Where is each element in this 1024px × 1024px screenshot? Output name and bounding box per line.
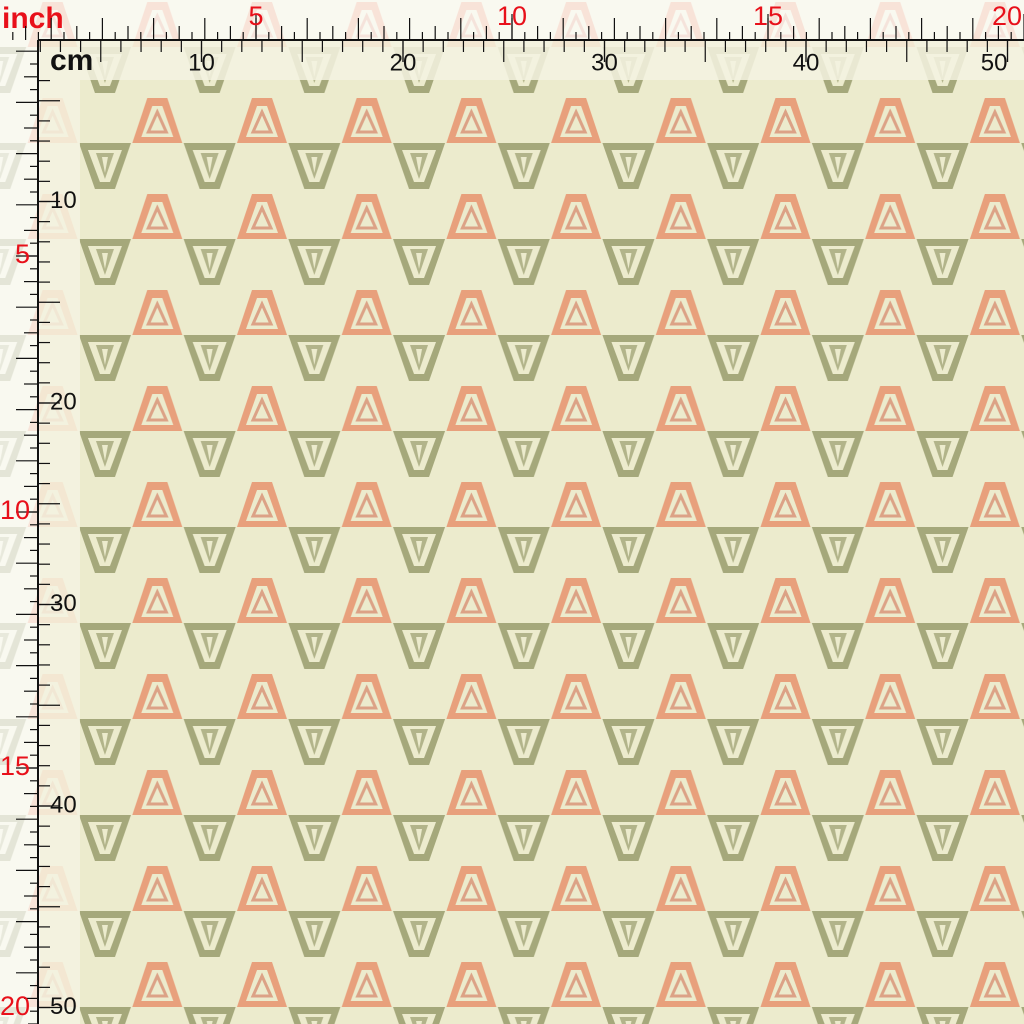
cm-label: 40 [793,49,820,76]
inch-label: 20 [992,1,1022,31]
cm-label: 20 [50,388,77,415]
cm-label: 10 [50,187,77,214]
inch-label: 5 [15,239,30,269]
inch-label: 15 [753,1,783,31]
ruler-top-cm-band [40,40,1024,80]
cm-label: 30 [50,590,77,617]
cm-label: 50 [50,993,77,1020]
inch-label: 5 [248,1,263,31]
inch-label: 15 [0,751,30,781]
inch-label: 10 [497,1,527,31]
inch-label: 10 [0,495,30,525]
cm-label: 30 [591,49,618,76]
ruler-left-inch-band [0,40,40,1024]
cm-label: 10 [188,49,215,76]
cm-label: 50 [981,49,1008,76]
inch-unit: inch [2,2,64,35]
inch-label: 20 [0,991,30,1021]
cm-unit: cm [50,44,93,77]
cm-label: 20 [390,49,417,76]
cm-label: 40 [50,791,77,818]
